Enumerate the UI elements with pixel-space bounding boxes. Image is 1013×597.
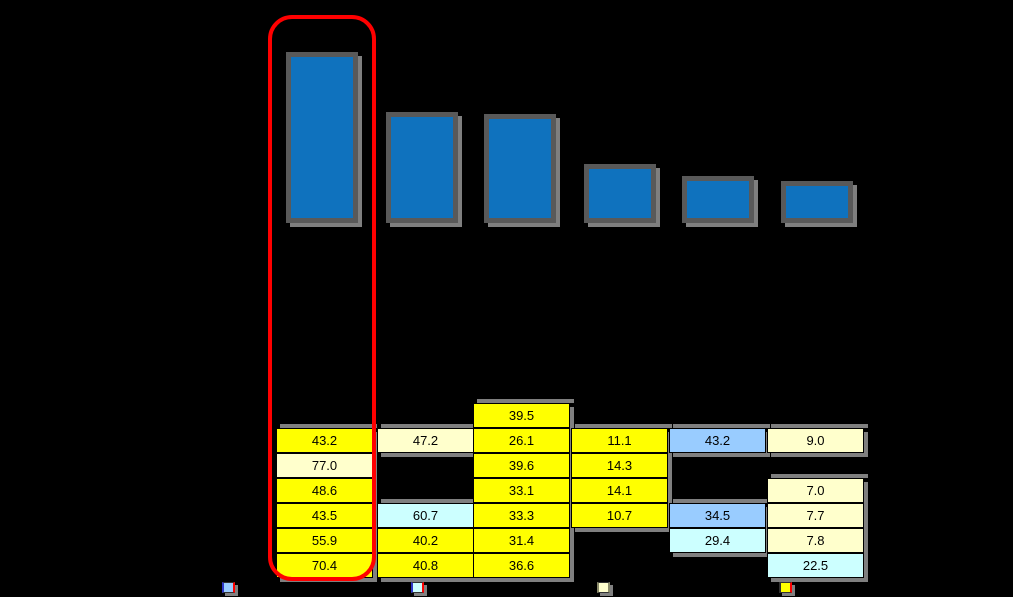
cell-shadow [381,424,478,428]
table-cell: 7.0 [767,478,864,503]
table-cell: 14.3 [571,453,668,478]
bar-4 [584,164,656,223]
cell-shadow [381,499,478,503]
table-cell: 31.4 [473,528,570,553]
table-cell: 39.5 [473,403,570,428]
legend-key-series-2 [411,582,424,593]
table-cell: 22.5 [767,553,864,578]
cell-shadow [280,424,377,428]
table-cell: 48.6 [276,478,373,503]
table-cell: 10.7 [571,503,668,528]
table-cell: 7.7 [767,503,864,528]
table-cell: 43.5 [276,503,373,528]
bar-5 [682,176,754,223]
table-cell: 34.5 [669,503,766,528]
table-cell: 14.1 [571,478,668,503]
table-cell: 7.8 [767,528,864,553]
legend-key-series-3 [597,582,610,593]
bar-1 [286,52,358,223]
bar-2 [386,112,458,223]
table-cell: 33.3 [473,503,570,528]
bar-6 [781,181,853,223]
table-cell: 43.2 [276,428,373,453]
table-cell: 26.1 [473,428,570,453]
table-cell: 33.1 [473,478,570,503]
table-cell: 60.7 [377,503,474,528]
table-cell: 36.6 [473,553,570,578]
table-cell: 43.2 [669,428,766,453]
cell-shadow [673,499,770,503]
table-cell: 9.0 [767,428,864,453]
table-cell: 11.1 [571,428,668,453]
table-cell: 40.2 [377,528,474,553]
legend-key-series-1 [222,582,235,593]
table-cell: 29.4 [669,528,766,553]
cell-shadow [575,424,672,428]
cell-shadow [771,474,868,478]
bar-3 [484,114,556,223]
legend-key-series-4 [779,582,792,593]
cell-shadow [477,399,574,403]
table-cell: 47.2 [377,428,474,453]
table-cell: 39.6 [473,453,570,478]
table-cell: 40.8 [377,553,474,578]
cell-shadow [673,424,770,428]
cell-shadow [771,424,868,428]
highlight-box [268,15,376,581]
